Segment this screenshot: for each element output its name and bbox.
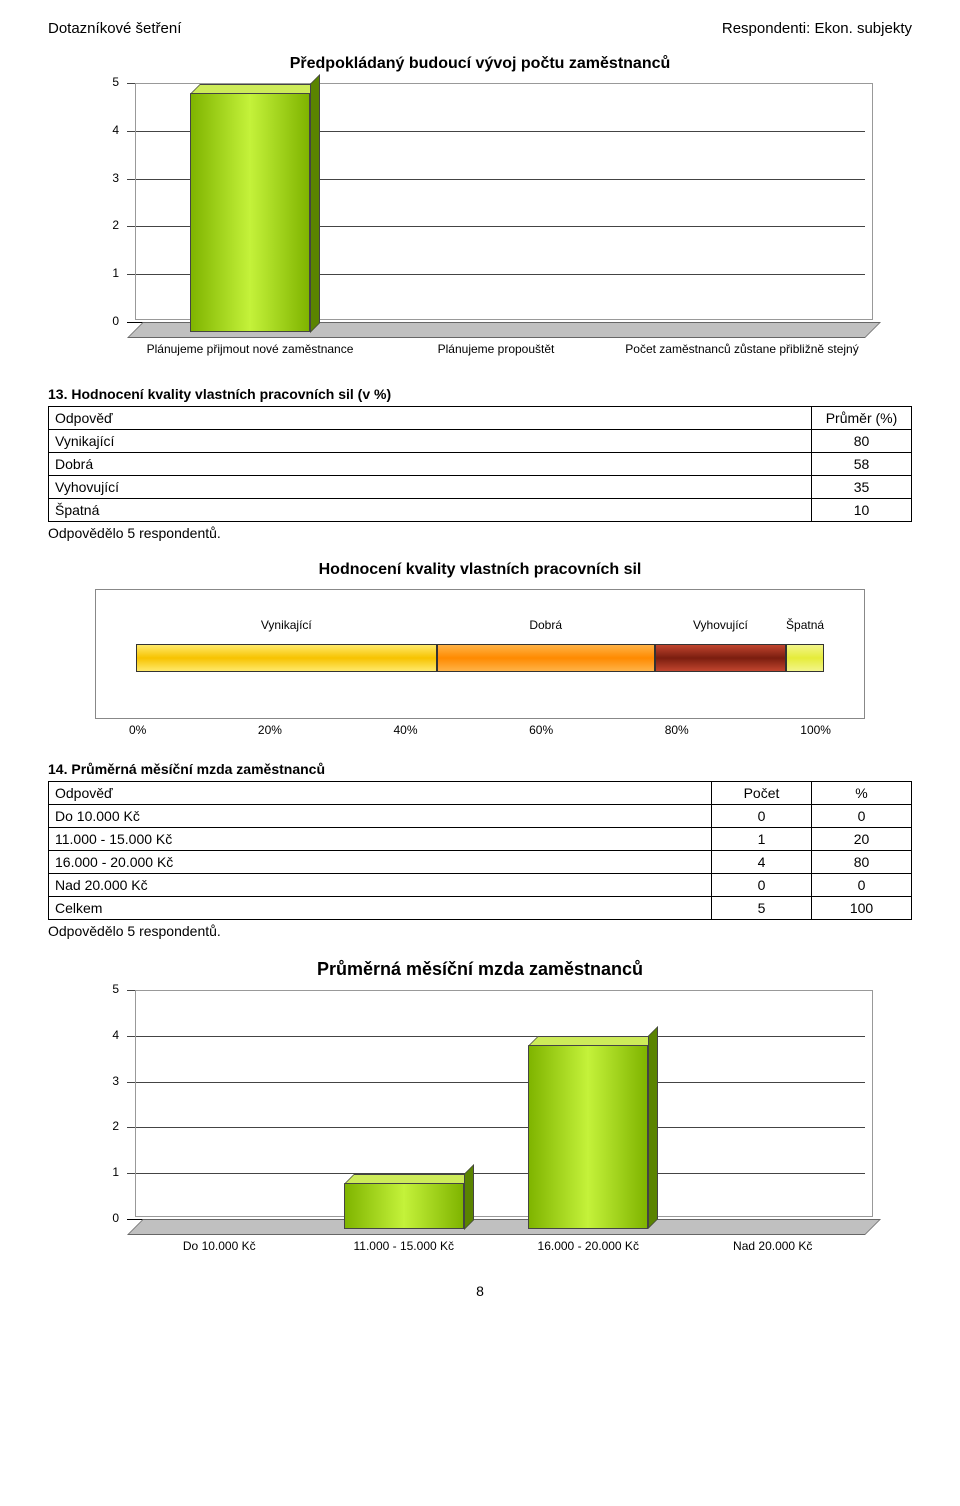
stack-segment bbox=[655, 644, 786, 672]
ytick-label: 4 bbox=[95, 123, 119, 137]
table2-col2: Počet bbox=[712, 782, 812, 805]
xtick-label: 40% bbox=[394, 723, 418, 737]
xtick-label: 100% bbox=[800, 723, 831, 737]
table2-col3: % bbox=[812, 782, 912, 805]
table2-col1: Odpověď bbox=[49, 782, 712, 805]
xtick-label: 0% bbox=[129, 723, 146, 737]
ytick-label: 5 bbox=[95, 75, 119, 89]
table-row: 16.000 - 20.000 Kč480 bbox=[49, 851, 912, 874]
ytick-label: 1 bbox=[95, 266, 119, 280]
table-row: Vynikající80 bbox=[49, 430, 912, 453]
ytick-label: 2 bbox=[95, 218, 119, 232]
stack-legend-label: Vynikající bbox=[136, 614, 437, 632]
table-row: Dobrá58 bbox=[49, 453, 912, 476]
chart2-title: Hodnocení kvality vlastních pracovních s… bbox=[95, 561, 865, 579]
bar bbox=[190, 84, 310, 332]
table-row: Do 10.000 Kč00 bbox=[49, 805, 912, 828]
bar bbox=[528, 1036, 648, 1228]
ytick-label: 1 bbox=[95, 1165, 119, 1179]
xtick-label: 16.000 - 20.000 Kč bbox=[496, 1239, 681, 1253]
table2-note: Odpovědělo 5 respondentů. bbox=[48, 923, 912, 939]
ytick-label: 3 bbox=[95, 1074, 119, 1088]
stack-legend-label: Dobrá bbox=[437, 614, 655, 632]
stack-legend-label: Vyhovující bbox=[655, 614, 786, 632]
table1-col1: Odpověď bbox=[49, 407, 812, 430]
xtick-label: Nad 20.000 Kč bbox=[681, 1239, 866, 1253]
table1-title: 13. Hodnocení kvality vlastních pracovní… bbox=[48, 386, 912, 402]
header-right: Respondenti: Ekon. subjekty bbox=[722, 20, 912, 37]
ytick-label: 4 bbox=[95, 1028, 119, 1042]
table-row: Nad 20.000 Kč00 bbox=[49, 874, 912, 897]
stack-segment bbox=[437, 644, 655, 672]
xtick-label: 60% bbox=[529, 723, 553, 737]
table-row: Špatná10 bbox=[49, 499, 912, 522]
table-row: Vyhovující35 bbox=[49, 476, 912, 499]
chart1-title: Předpokládaný budoucí vývoj počtu zaměst… bbox=[95, 55, 865, 73]
table1-note: Odpovědělo 5 respondentů. bbox=[48, 525, 912, 541]
xtick-label: Plánujeme propouštět bbox=[374, 342, 618, 356]
xtick-label: 11.000 - 15.000 Kč bbox=[312, 1239, 497, 1253]
table1-col2: Průměr (%) bbox=[812, 407, 912, 430]
table1: Odpověď Průměr (%) Vynikající80Dobrá58Vy… bbox=[48, 406, 912, 522]
stack-legend-label: Špatná bbox=[786, 614, 824, 632]
header-left: Dotazníkové šetření bbox=[48, 20, 181, 37]
ytick-label: 2 bbox=[95, 1119, 119, 1133]
xtick-label: 80% bbox=[665, 723, 689, 737]
ytick-label: 0 bbox=[95, 314, 119, 328]
ytick-label: 5 bbox=[95, 982, 119, 996]
xtick-label: Počet zaměstnanců zůstane přibližně stej… bbox=[620, 342, 864, 356]
xtick-label: 20% bbox=[258, 723, 282, 737]
chart2: Hodnocení kvality vlastních pracovních s… bbox=[95, 561, 865, 737]
xtick-label: Do 10.000 Kč bbox=[127, 1239, 312, 1253]
table-row: 11.000 - 15.000 Kč120 bbox=[49, 828, 912, 851]
xtick-label: Plánujeme přijmout nové zaměstnance bbox=[128, 342, 372, 356]
bar bbox=[344, 1174, 464, 1229]
page-header: Dotazníkové šetření Respondenti: Ekon. s… bbox=[48, 20, 912, 37]
chart3: Průměrná měsíční mzda zaměstnanců 0 1 2 3 4 5… bbox=[95, 959, 865, 1253]
chart3-title: Průměrná měsíční mzda zaměstnanců bbox=[95, 959, 865, 980]
stack-segment bbox=[786, 644, 824, 672]
table2-title: 14. Průměrná měsíční mzda zaměstnanců bbox=[48, 761, 912, 777]
stack-segment bbox=[136, 644, 437, 672]
chart1: Předpokládaný budoucí vývoj počtu zaměst… bbox=[95, 55, 865, 356]
page-number: 8 bbox=[48, 1283, 912, 1299]
table2: Odpověď Počet % Do 10.000 Kč0011.000 - 1… bbox=[48, 781, 912, 920]
ytick-label: 3 bbox=[95, 171, 119, 185]
table-row: Celkem5100 bbox=[49, 897, 912, 920]
ytick-label: 0 bbox=[95, 1211, 119, 1225]
